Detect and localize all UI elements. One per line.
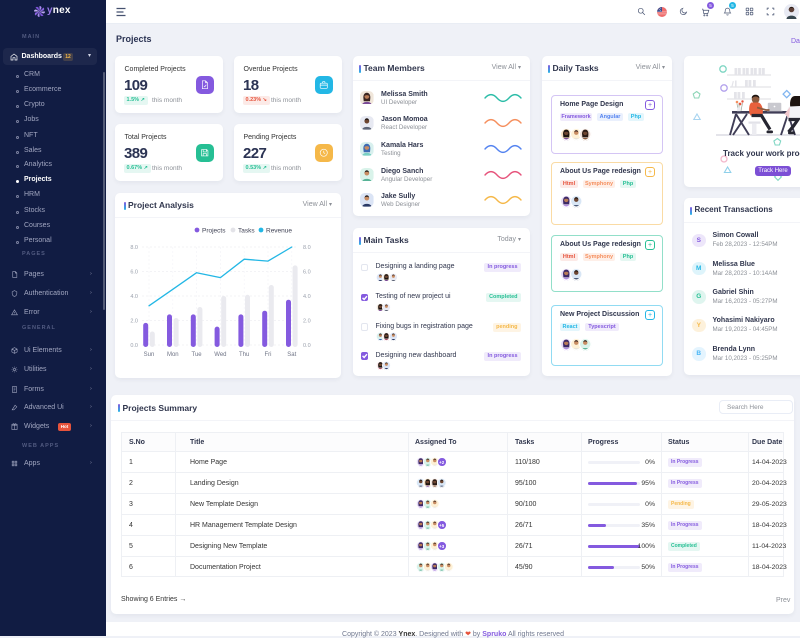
svg-text:Fri: Fri [265, 352, 272, 358]
svg-text:4.0: 4.0 [130, 294, 138, 300]
svg-text:2.0: 2.0 [130, 319, 138, 325]
svg-text:0.0: 0.0 [303, 343, 311, 349]
svg-text:2.0: 2.0 [303, 319, 311, 325]
svg-text:6.0: 6.0 [303, 270, 311, 276]
svg-text:Mon: Mon [167, 352, 179, 358]
svg-text:8.0: 8.0 [130, 245, 138, 251]
svg-text:Revenue: Revenue [266, 228, 292, 235]
svg-text:Thu: Thu [239, 352, 249, 358]
svg-text:Wed: Wed [214, 352, 226, 358]
svg-text:4.0: 4.0 [303, 294, 311, 300]
svg-text:Tasks: Tasks [238, 228, 255, 235]
svg-text:6.0: 6.0 [130, 270, 138, 276]
svg-text:Tue: Tue [192, 352, 203, 358]
svg-text:Projects: Projects [202, 228, 226, 235]
svg-text:Sun: Sun [144, 352, 155, 358]
svg-text:8.0: 8.0 [303, 245, 311, 251]
svg-text:0.0: 0.0 [130, 343, 138, 349]
svg-text:Sat: Sat [287, 352, 296, 358]
